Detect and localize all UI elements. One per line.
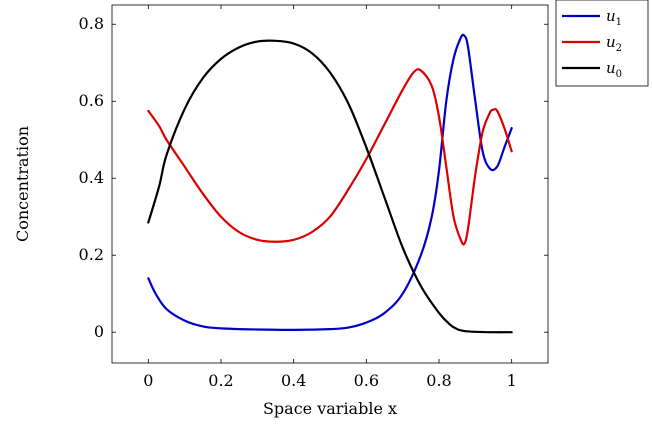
x-tick-label: 1: [507, 371, 517, 390]
legend: u1 u2 u0: [555, 0, 649, 87]
series-line-u2: [147, 68, 513, 246]
y-tick-label: 0.4: [79, 168, 104, 187]
x-tick-label: 0.4: [281, 371, 306, 390]
x-tick-label: 0: [143, 371, 153, 390]
legend-label-u1: u1: [606, 7, 622, 28]
y-axis-label: Concentration: [13, 126, 32, 242]
series-line-u0: [147, 39, 513, 334]
legend-label-u0: u0: [606, 59, 622, 80]
y-tick-label: 0.2: [79, 245, 104, 264]
x-tick-label: 0.6: [354, 371, 379, 390]
y-tick-label: 0.6: [79, 91, 104, 110]
x-axis-ticks: 0 0.2 0.4 0.6 0.8 1: [143, 5, 517, 390]
y-axis-ticks: 0 0.2 0.4 0.6 0.8: [79, 14, 548, 341]
y-tick-label: 0: [94, 322, 104, 341]
legend-label-u2: u2: [606, 33, 622, 54]
x-tick-label: 0.2: [208, 371, 233, 390]
x-tick-label: 0.8: [426, 371, 451, 390]
y-tick-label: 0.8: [79, 14, 104, 33]
plot-frame: [111, 4, 549, 364]
series-lines: [147, 33, 513, 334]
x-axis-label: Space variable x: [263, 399, 397, 418]
